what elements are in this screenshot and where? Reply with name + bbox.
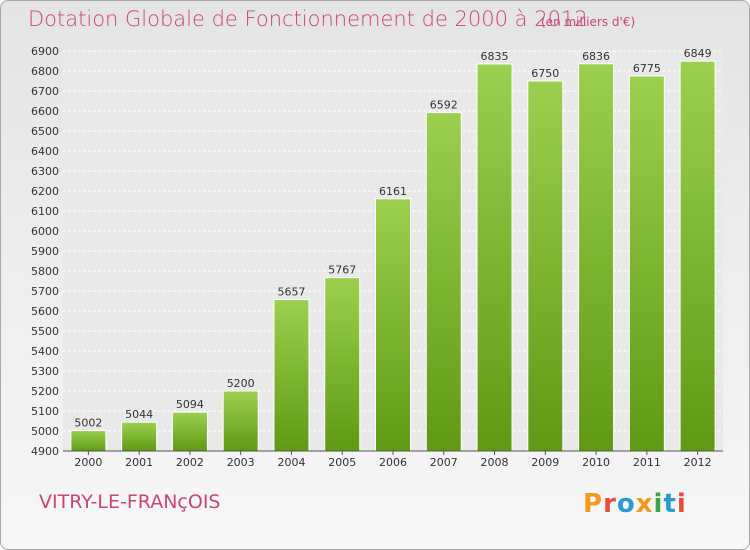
logo-letter: i: [653, 489, 664, 519]
data-label: 5200: [227, 377, 255, 390]
data-label: 6835: [481, 50, 509, 63]
y-tick-label: 5000: [31, 425, 59, 438]
data-label: 5657: [277, 286, 305, 299]
y-tick-label: 5700: [31, 285, 59, 298]
data-label: 5002: [74, 417, 102, 430]
x-tick-label: 2008: [481, 456, 509, 469]
data-label: 6849: [684, 47, 712, 60]
bar: [628, 75, 665, 452]
bar: [222, 390, 259, 452]
bar: [273, 299, 310, 452]
proxiti-logo: Proxiti: [583, 489, 687, 519]
x-tick-label: 2007: [430, 456, 458, 469]
y-tick-label: 5300: [31, 365, 59, 378]
logo-letter: x: [635, 489, 654, 519]
y-tick-label: 6800: [31, 65, 59, 78]
y-tick-label: 5200: [31, 385, 59, 398]
bar: [476, 63, 513, 452]
y-tick-label: 6600: [31, 105, 59, 118]
data-label: 5767: [328, 264, 356, 277]
y-tick-label: 5800: [31, 265, 59, 278]
logo-letter: r: [603, 489, 617, 519]
y-tick-label: 5500: [31, 325, 59, 338]
data-label: 6836: [582, 50, 610, 63]
y-tick-label: 5900: [31, 245, 59, 258]
x-tick-label: 2005: [328, 456, 356, 469]
bar: [171, 411, 208, 452]
data-label: 5094: [176, 398, 204, 411]
bar: [425, 112, 462, 452]
x-tick-label: 2012: [684, 456, 712, 469]
data-label: 6750: [531, 67, 559, 80]
x-tick-label: 2006: [379, 456, 407, 469]
x-tick-label: 2003: [227, 456, 255, 469]
bar: [527, 80, 564, 452]
data-label: 5044: [125, 408, 153, 421]
x-tick-label: 2002: [176, 456, 204, 469]
x-tick-label: 2001: [125, 456, 153, 469]
y-tick-label: 6000: [31, 225, 59, 238]
bar: [324, 277, 361, 452]
y-tick-label: 5600: [31, 305, 59, 318]
x-tick-label: 2010: [582, 456, 610, 469]
x-tick-label: 2009: [531, 456, 559, 469]
logo-letter: P: [583, 489, 604, 519]
bar: [70, 430, 107, 452]
x-tick-label: 2004: [277, 456, 305, 469]
y-tick-label: 6200: [31, 185, 59, 198]
y-tick-label: 4900: [31, 445, 59, 458]
y-tick-label: 5100: [31, 405, 59, 418]
y-tick-label: 5400: [31, 345, 59, 358]
bar: [578, 63, 615, 452]
y-tick-label: 6700: [31, 85, 59, 98]
x-tick-label: 2011: [633, 456, 661, 469]
logo-letter: o: [616, 489, 636, 519]
unit-label: (en milliers d'€): [541, 15, 636, 29]
y-tick-label: 6500: [31, 125, 59, 138]
y-tick-label: 6100: [31, 205, 59, 218]
data-label: 6161: [379, 185, 407, 198]
x-tick-label: 2000: [74, 456, 102, 469]
bar: [679, 60, 716, 452]
commune-name: VITRY-LE-FRANçOIS: [39, 491, 221, 513]
bar: [375, 198, 411, 452]
data-label: 6592: [430, 99, 458, 112]
logo-letter: t: [663, 489, 677, 519]
logo-letter: i: [676, 489, 687, 519]
y-tick-label: 6300: [31, 165, 59, 178]
y-tick-label: 6900: [31, 45, 59, 58]
y-tick-label: 6400: [31, 145, 59, 158]
chart-title: Dotation Globale de Fonctionnement de 20…: [28, 7, 588, 31]
data-label: 6775: [633, 62, 661, 75]
bar: [121, 421, 158, 452]
